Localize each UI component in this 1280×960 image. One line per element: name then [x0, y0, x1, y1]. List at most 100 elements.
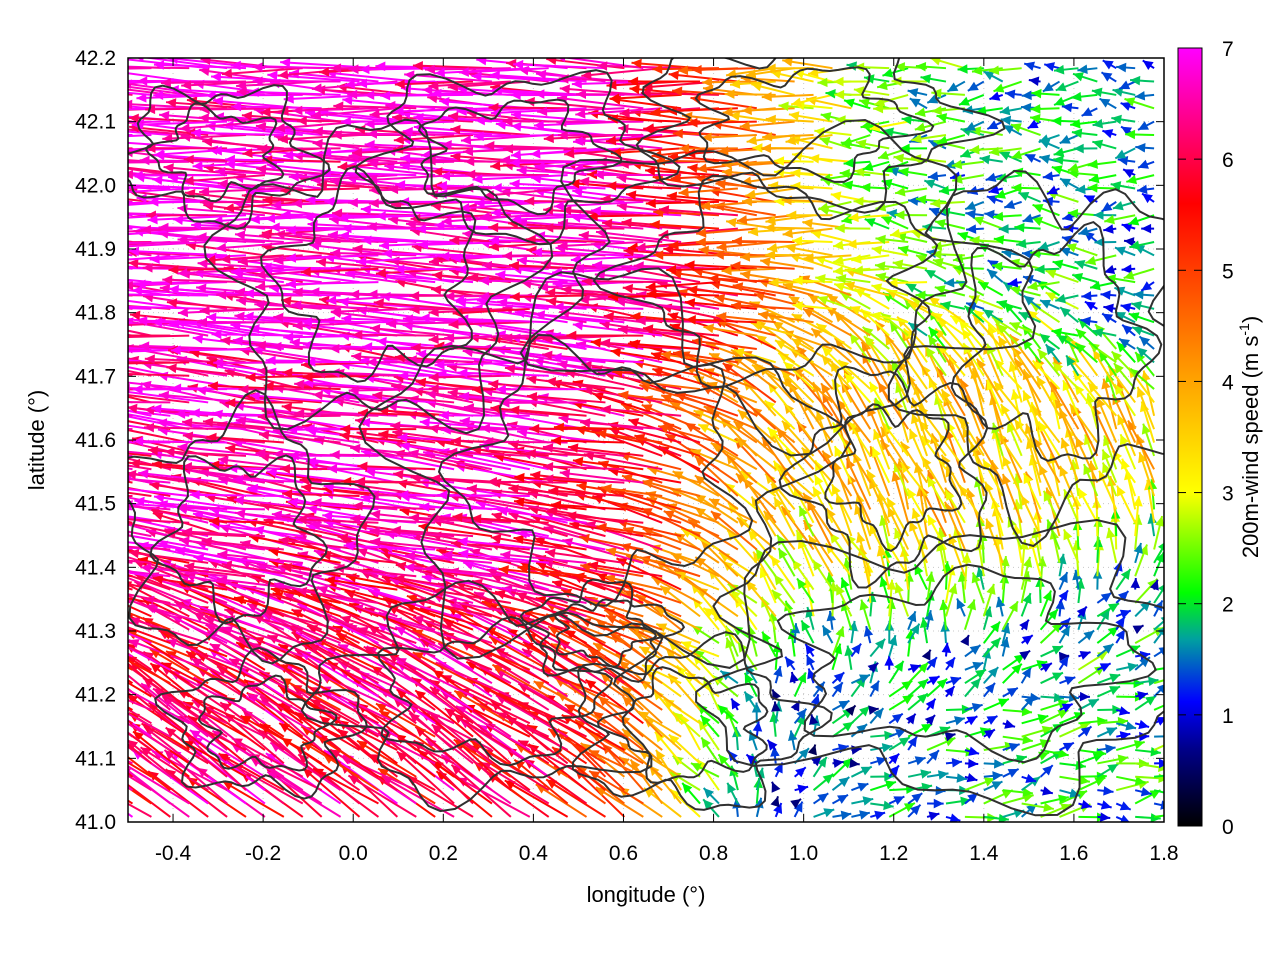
wind-arrow-head	[74, 603, 85, 612]
wind-arrow-head	[901, 680, 913, 691]
wind-arrow-head	[826, 610, 837, 622]
wind-arrow-head	[773, 802, 783, 814]
wind-arrow-head	[99, 712, 110, 722]
wind-arrow	[310, 698, 379, 738]
wind-arrow-head	[1106, 527, 1116, 539]
wind-arrow	[128, 679, 134, 685]
wind-arrow-head	[881, 743, 893, 753]
wind-arrow-shaft	[274, 702, 342, 738]
wind-arrow-head	[924, 610, 934, 621]
wind-arrow-head	[487, 477, 497, 487]
wind-arrow	[139, 746, 209, 792]
wind-arrow-head	[1079, 650, 1091, 660]
wind-arrow	[1115, 628, 1126, 644]
wind-arrow	[812, 756, 828, 778]
wind-arrow-head	[466, 492, 477, 503]
wind-arrow	[222, 780, 285, 818]
wind-arrow	[1059, 775, 1091, 785]
wind-arrow	[1135, 813, 1161, 822]
wind-arrow-head	[1158, 758, 1164, 769]
wind-arrow-head	[755, 767, 765, 779]
wind-arrow	[725, 708, 739, 738]
wind-arrow-shaft	[148, 701, 209, 751]
wind-arrow-head	[63, 413, 74, 422]
wind-arrow-head	[106, 651, 117, 661]
wind-arrow-head	[960, 635, 969, 647]
wind-arrow-head	[1041, 725, 1053, 736]
wind-arrow-head	[83, 471, 93, 481]
wind-arrow-shaft	[128, 719, 152, 738]
wind-arrow-head	[835, 626, 845, 638]
wind-arrow-head	[165, 727, 177, 738]
wind-arrow-head	[1019, 619, 1029, 631]
wind-arrow-head	[1105, 727, 1117, 737]
wind-arrow-head	[52, 617, 63, 626]
wind-arrow	[926, 749, 940, 765]
wind-arrow-head	[425, 738, 437, 749]
wind-arrow	[654, 731, 682, 765]
wind-arrow	[960, 634, 970, 647]
wind-arrow	[49, 519, 133, 538]
wind-arrow-head	[841, 758, 852, 769]
wind-arrow-head	[690, 763, 702, 772]
wind-arrow-head	[89, 659, 100, 668]
wind-arrow	[907, 756, 926, 766]
wind-arrow	[1097, 800, 1112, 810]
wind-arrow-head	[340, 755, 352, 765]
wind-arrow-head	[291, 684, 303, 694]
wind-arrow	[128, 687, 171, 725]
wind-arrow	[132, 730, 190, 778]
wind-arrow-head	[862, 796, 874, 806]
wind-arrow-head	[1130, 578, 1141, 589]
wind-arrow-shaft	[329, 453, 417, 457]
wind-arrow-shaft	[504, 779, 569, 818]
wind-arrow-head	[883, 800, 894, 811]
wind-arrow	[1040, 671, 1064, 685]
wind-arrow-head	[110, 517, 121, 526]
wind-arrow-head	[56, 503, 67, 512]
wind-arrow	[821, 624, 834, 644]
wind-arrow-head	[100, 400, 110, 409]
wind-arrow-head	[842, 721, 854, 732]
wind-arrow	[859, 599, 872, 631]
wind-arrow-shaft	[128, 769, 171, 805]
wind-arrow	[414, 689, 474, 738]
wind-arrow	[907, 769, 932, 779]
wind-arrow-head	[718, 754, 729, 765]
wind-arrow-shaft	[147, 770, 209, 818]
wind-arrow	[1048, 390, 1061, 430]
wind-arrow-shaft	[312, 767, 379, 805]
wind-arrow-head	[588, 750, 600, 759]
wind-arrow-head	[975, 669, 986, 679]
wind-arrow-shaft	[1153, 814, 1164, 818]
wind-arrow-head	[49, 519, 60, 528]
wind-arrow	[1019, 619, 1030, 631]
wind-arrow-head	[63, 394, 74, 403]
wind-arrow-shaft	[128, 739, 190, 791]
wind-arrow	[1002, 742, 1021, 752]
wind-arrow-shaft	[128, 480, 133, 484]
wind-arrow-head	[548, 486, 559, 496]
wind-arrow	[1059, 741, 1075, 752]
wind-arrow	[592, 710, 644, 751]
wind-arrow	[945, 757, 963, 768]
wind-arrow-head	[1075, 760, 1086, 771]
wind-arrow	[832, 758, 844, 768]
wind-arrow-head	[1025, 773, 1037, 783]
wind-arrow-shaft	[375, 702, 436, 738]
wind-arrow	[850, 642, 862, 658]
wind-arrow-shaft	[592, 710, 644, 751]
wind-arrow	[789, 671, 799, 684]
wind-arrow	[699, 714, 720, 738]
wind-arrow-shaft	[479, 761, 550, 805]
wind-arrow	[690, 762, 720, 778]
wind-arrow-head	[592, 711, 604, 722]
wind-arrow-head	[812, 559, 823, 571]
wind-arrow-head	[110, 771, 121, 781]
wind-arrow-head	[1037, 556, 1047, 567]
wind-arrow-shaft	[128, 802, 152, 818]
wind-arrow-head	[518, 740, 530, 750]
wind-arrow-head	[419, 502, 430, 512]
wind-arrow	[1021, 634, 1034, 645]
wind-arrow	[1097, 754, 1129, 765]
